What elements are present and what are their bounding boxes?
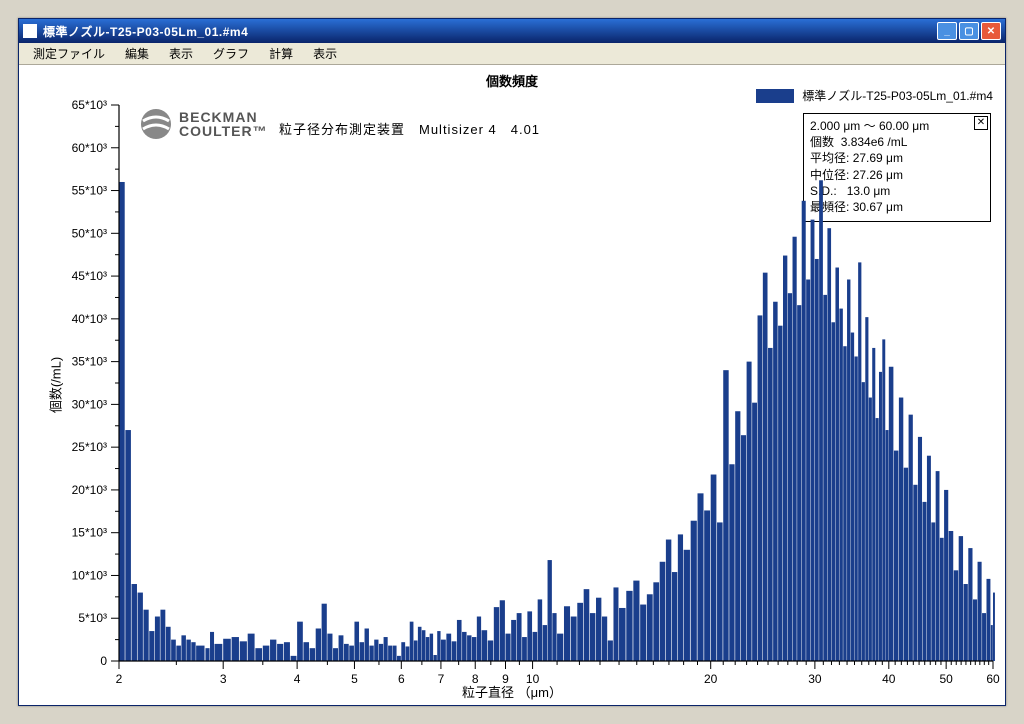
svg-text:10*10³: 10*10³ <box>72 568 107 582</box>
menu-3[interactable]: グラフ <box>203 43 259 64</box>
menu-1[interactable]: 編集 <box>115 43 159 64</box>
svg-text:35*10³: 35*10³ <box>72 355 107 369</box>
svg-text:65*10³: 65*10³ <box>72 98 107 112</box>
svg-text:45*10³: 45*10³ <box>72 269 107 283</box>
window-title: 標準ノズル-T25-P03-05Lm_01.#m4 <box>43 23 937 40</box>
svg-text:50*10³: 50*10³ <box>72 226 107 240</box>
svg-text:6: 6 <box>398 672 405 686</box>
svg-text:40: 40 <box>882 672 896 686</box>
window-buttons: _ ▢ ✕ <box>937 22 1001 40</box>
svg-text:2: 2 <box>116 672 123 686</box>
svg-text:30: 30 <box>808 672 822 686</box>
svg-text:20: 20 <box>704 672 718 686</box>
svg-text:40*10³: 40*10³ <box>72 312 107 326</box>
svg-text:15*10³: 15*10³ <box>72 526 107 540</box>
svg-text:25*10³: 25*10³ <box>72 440 107 454</box>
svg-text:55*10³: 55*10³ <box>72 184 107 198</box>
menu-4[interactable]: 計算 <box>259 43 303 64</box>
maximize-button[interactable]: ▢ <box>959 22 979 40</box>
app-icon <box>23 24 37 38</box>
svg-text:7: 7 <box>438 672 445 686</box>
plot-area: 個数頻度 標準ノズル-T25-P03-05Lm_01.#m4 BECKMAN C… <box>19 65 1005 705</box>
menubar: 測定ファイル編集表示グラフ計算表示 <box>19 43 1005 65</box>
svg-text:4: 4 <box>294 672 301 686</box>
menu-0[interactable]: 測定ファイル <box>23 43 115 64</box>
svg-text:3: 3 <box>220 672 227 686</box>
svg-text:50: 50 <box>939 672 953 686</box>
minimize-button[interactable]: _ <box>937 22 957 40</box>
svg-text:60*10³: 60*10³ <box>72 141 107 155</box>
svg-text:5: 5 <box>351 672 358 686</box>
svg-text:30*10³: 30*10³ <box>72 397 107 411</box>
menu-2[interactable]: 表示 <box>159 43 203 64</box>
menu-5[interactable]: 表示 <box>303 43 347 64</box>
svg-text:20*10³: 20*10³ <box>72 483 107 497</box>
svg-text:9: 9 <box>502 672 509 686</box>
svg-text:10: 10 <box>526 672 540 686</box>
svg-text:0: 0 <box>100 654 107 668</box>
svg-text:5*10³: 5*10³ <box>78 611 107 625</box>
close-button[interactable]: ✕ <box>981 22 1001 40</box>
histogram-chart: 0 5*10³ 10*10³ 15*10³ 20*10³ 25*10³ 30*10³ 35*1… <box>19 65 1005 705</box>
titlebar: 標準ノズル-T25-P03-05Lm_01.#m4 _ ▢ ✕ <box>19 19 1005 43</box>
svg-text:60: 60 <box>986 672 1000 686</box>
svg-text:8: 8 <box>472 672 479 686</box>
app-window: 標準ノズル-T25-P03-05Lm_01.#m4 _ ▢ ✕ 測定ファイル編集… <box>18 18 1006 706</box>
